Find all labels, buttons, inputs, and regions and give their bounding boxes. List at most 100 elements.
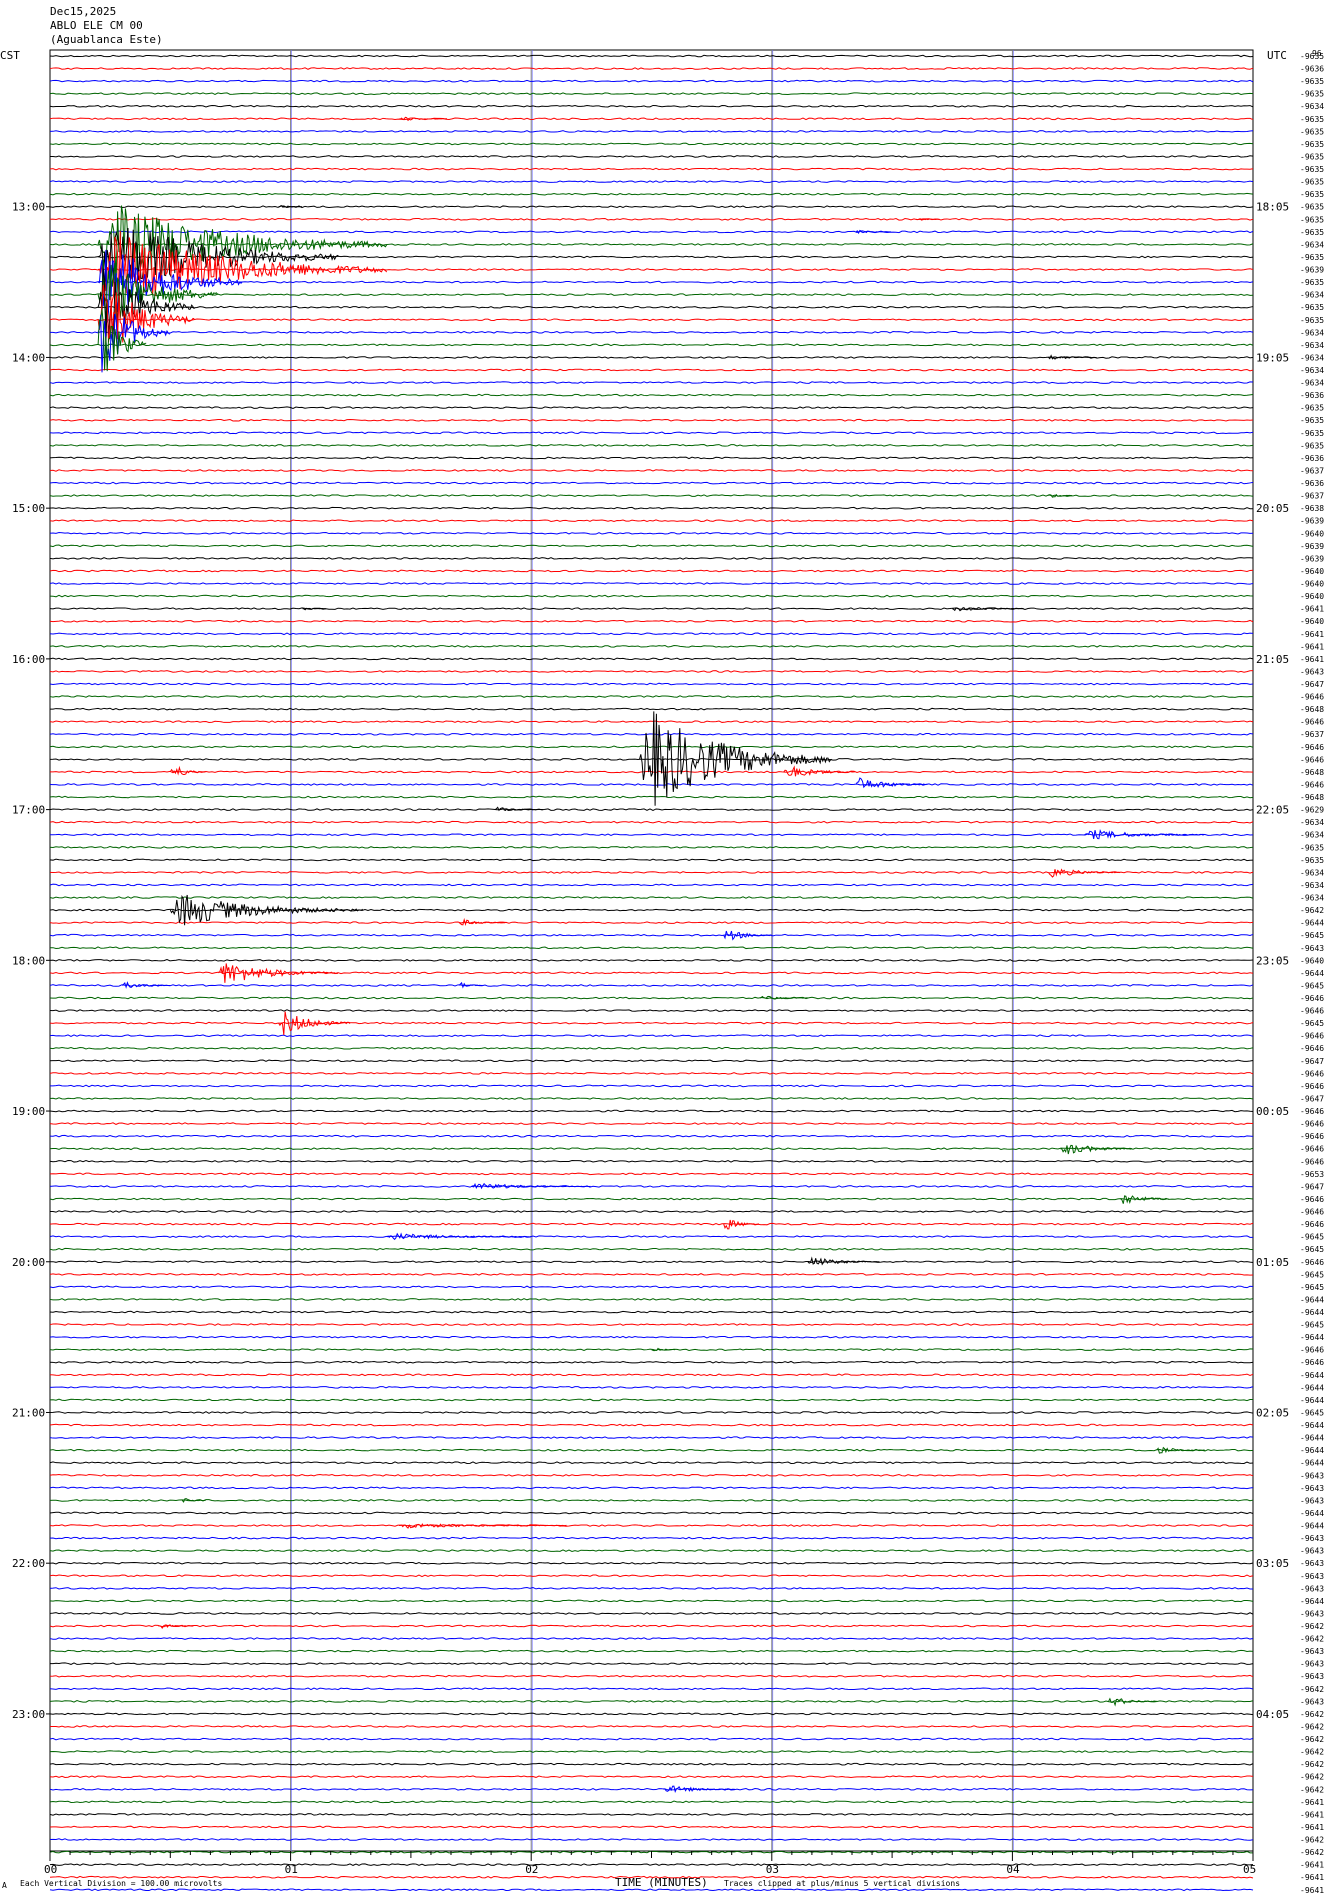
- baseline-label: -9645: [1300, 1283, 1324, 1292]
- baseline-label: -9641: [1300, 1810, 1324, 1819]
- baseline-label: -9634: [1300, 868, 1324, 877]
- trace-line: [49, 1260, 1254, 1264]
- trace-line: [49, 1185, 1254, 1188]
- baseline-label: -9643: [1300, 1484, 1324, 1493]
- trace-line: [49, 531, 1254, 535]
- trace-line: [49, 707, 1254, 711]
- trace-line: [49, 1235, 1254, 1238]
- event-burst: [1048, 868, 1121, 878]
- baseline-label: -9635: [1300, 441, 1324, 450]
- trace-line: [49, 1197, 1254, 1201]
- baseline-label: -9646: [1300, 1346, 1324, 1355]
- trace-line: [49, 1762, 1254, 1766]
- trace-line: [49, 758, 1254, 761]
- event-burst: [471, 1182, 591, 1190]
- x-tick-label: 05: [1243, 1863, 1256, 1876]
- baseline-label: -9646: [1300, 743, 1324, 752]
- baseline-label: -9643: [1300, 1534, 1324, 1543]
- baseline-label: -9644: [1300, 1597, 1324, 1606]
- event-burst: [158, 1624, 194, 1629]
- event-burst: [1156, 1446, 1205, 1454]
- event-burst: [723, 930, 772, 941]
- trace-line: [49, 1448, 1254, 1452]
- header-date: Dec15,2025: [50, 5, 116, 18]
- trace-line: [49, 1875, 1254, 1879]
- header-site: (Aguablanca Este): [50, 33, 163, 46]
- trace-line: [49, 506, 1254, 510]
- baseline-label: -9642: [1300, 1635, 1324, 1644]
- footer: A Each Vertical Division = 100.00 microv…: [2, 1876, 960, 1890]
- event-burst: [458, 917, 508, 926]
- baseline-label: -9635: [1300, 316, 1324, 325]
- trace-line: [49, 1009, 1254, 1012]
- baseline-label: -9635: [1300, 253, 1324, 262]
- header: Dec15,2025 ABLO ELE CM 00 (Aguablanca Es…: [0, 5, 1322, 62]
- baseline-label: -9646: [1300, 1082, 1324, 1091]
- trace-line: [49, 1813, 1254, 1816]
- baseline-label: -9641: [1300, 630, 1324, 639]
- trace-line: [49, 1411, 1254, 1414]
- baseline-label: -9634: [1300, 366, 1324, 375]
- baseline-label: -9648: [1300, 793, 1324, 802]
- trace-line: [49, 619, 1254, 623]
- trace-line: [49, 1310, 1254, 1314]
- trace-line: [49, 984, 1254, 987]
- trace-line: [49, 1147, 1254, 1151]
- trace-line: [49, 946, 1254, 950]
- baseline-label: -9646: [1300, 1157, 1324, 1166]
- left-timezone-label: CST: [0, 49, 20, 62]
- clip-note: Traces clipped at plus/minus 5 vertical …: [724, 1879, 960, 1888]
- baseline-label: -9647: [1300, 1057, 1324, 1066]
- left-time-label: 14:00: [12, 351, 45, 364]
- trace-line: [49, 1838, 1254, 1841]
- event-burst: [97, 259, 219, 323]
- baseline-label: -9636: [1300, 454, 1324, 463]
- baseline-label: -9643: [1300, 1660, 1324, 1669]
- right-time-labels: 18:05 19:05 20:05 21:05 22:05 23:05 00:05 01:05…: [1256, 201, 1289, 1721]
- trace-line: [49, 569, 1254, 573]
- baseline-label: -9634: [1300, 102, 1324, 111]
- trace-line: [49, 1599, 1254, 1603]
- trace-line: [49, 745, 1254, 749]
- baseline-label: -9646: [1300, 1220, 1324, 1229]
- baseline-label: -9640: [1300, 956, 1324, 965]
- right-time-label: 00:05: [1256, 1105, 1289, 1118]
- event-burst: [97, 268, 195, 345]
- right-time-label: 19:05: [1256, 351, 1289, 364]
- baseline-label: -9646: [1300, 1044, 1324, 1053]
- event-burst: [651, 1347, 675, 1352]
- trace-line: [49, 695, 1254, 698]
- baseline-label: -9644: [1300, 1522, 1324, 1531]
- baseline-label: -9644: [1300, 1308, 1324, 1317]
- baseline-label: -9641: [1300, 1823, 1324, 1832]
- baseline-label: -9647: [1300, 1182, 1324, 1191]
- trace-line: [49, 1172, 1254, 1176]
- baseline-label: -9642: [1300, 1710, 1324, 1719]
- trace-line: [49, 783, 1254, 786]
- trace-line: [49, 1587, 1254, 1590]
- event-burst: [398, 116, 448, 122]
- baseline-label: -9643: [1300, 1471, 1324, 1480]
- trace-line: [49, 670, 1254, 673]
- baseline-label: -9634: [1300, 341, 1324, 350]
- baseline-label: -9645: [1300, 1245, 1324, 1254]
- trace-line: [49, 1360, 1254, 1364]
- baseline-label: -9635: [1300, 203, 1324, 212]
- trace-line: [49, 1272, 1254, 1276]
- trace-line: [49, 431, 1254, 435]
- baseline-label: -9645: [1300, 1270, 1324, 1279]
- trace-line: [49, 607, 1254, 610]
- baseline-label: -9636: [1300, 65, 1324, 74]
- baseline-label: -9635: [1300, 215, 1324, 224]
- trace-line: [49, 1649, 1254, 1653]
- trace-line: [49, 1084, 1254, 1088]
- trace-line: [49, 217, 1254, 221]
- trace-line: [49, 996, 1254, 1000]
- trace-line: [49, 594, 1254, 598]
- trace-line: [49, 1461, 1254, 1465]
- baseline-label: -9640: [1300, 567, 1324, 576]
- baseline-label: -9634: [1300, 291, 1324, 300]
- baseline-label: -9644: [1300, 1333, 1324, 1342]
- event-burst: [723, 1219, 759, 1230]
- trace-line: [49, 833, 1254, 837]
